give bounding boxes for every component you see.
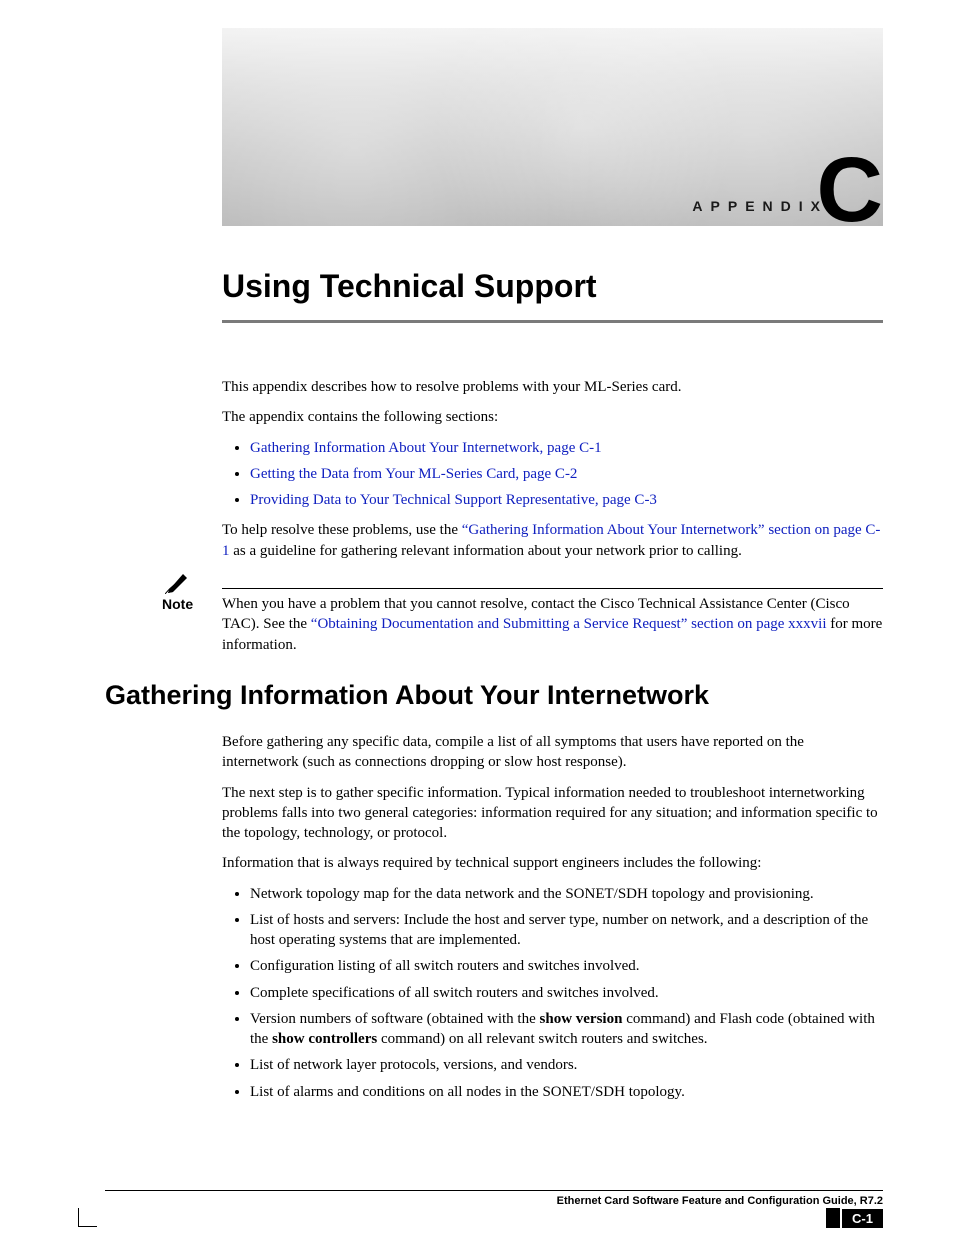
- info-list: Network topology map for the data networ…: [222, 884, 883, 1102]
- note-rule: [222, 588, 883, 589]
- list-item: Configuration listing of all switch rout…: [250, 956, 883, 976]
- list-item: Network topology map for the data networ…: [250, 884, 883, 904]
- crop-mark-icon: [78, 1208, 97, 1227]
- appendix-label: APPENDIX: [692, 198, 828, 214]
- section-body: Before gathering any specific data, comp…: [222, 732, 883, 1112]
- footer-rule: [105, 1190, 883, 1191]
- list-item-post: command) on all relevant switch routers …: [377, 1031, 707, 1047]
- chapter-title: Using Technical Support: [222, 268, 597, 305]
- intro-block: This appendix describes how to resolve p…: [222, 377, 883, 571]
- page: APPENDIX C Using Technical Support This …: [0, 0, 954, 1235]
- appendix-letter: C: [817, 144, 883, 226]
- toc-item[interactable]: Providing Data to Your Technical Support…: [250, 490, 883, 510]
- list-item: List of hosts and servers: Include the h…: [250, 910, 883, 951]
- title-rule: [222, 320, 883, 323]
- note-label: Note: [160, 596, 216, 612]
- toc-link[interactable]: Gathering Information About Your Interne…: [250, 440, 602, 456]
- intro-para-3-pre: To help resolve these problems, use the: [222, 522, 462, 538]
- list-item-pre: Version numbers of software (obtained wi…: [250, 1011, 540, 1027]
- list-item: List of network layer protocols, version…: [250, 1055, 883, 1075]
- intro-para-2: The appendix contains the following sect…: [222, 407, 883, 427]
- toc-link[interactable]: Providing Data to Your Technical Support…: [250, 492, 657, 508]
- toc-item[interactable]: Getting the Data from Your ML-Series Car…: [250, 464, 883, 484]
- note-body: When you have a problem that you cannot …: [222, 594, 883, 655]
- footer-page-box: C-1: [826, 1208, 883, 1228]
- section-para-2: The next step is to gather specific info…: [222, 783, 883, 844]
- list-item: Version numbers of software (obtained wi…: [250, 1009, 883, 1050]
- toc-item[interactable]: Gathering Information About Your Interne…: [250, 438, 883, 458]
- toc-link[interactable]: Getting the Data from Your ML-Series Car…: [250, 466, 577, 482]
- footer-black-block: [826, 1208, 840, 1228]
- command-bold: show controllers: [272, 1031, 377, 1047]
- intro-para-1: This appendix describes how to resolve p…: [222, 377, 883, 397]
- page-footer: Ethernet Card Software Feature and Confi…: [105, 1190, 883, 1207]
- appendix-banner-image: APPENDIX C: [222, 28, 883, 226]
- intro-para-3: To help resolve these problems, use the …: [222, 520, 883, 561]
- section-heading: Gathering Information About Your Interne…: [105, 680, 709, 711]
- command-bold: show version: [540, 1011, 623, 1027]
- list-item: List of alarms and conditions on all nod…: [250, 1082, 883, 1102]
- footer-doc-title: Ethernet Card Software Feature and Confi…: [105, 1195, 883, 1207]
- intro-para-3-post: as a guideline for gathering relevant in…: [230, 543, 742, 559]
- section-para-1: Before gathering any specific data, comp…: [222, 732, 883, 773]
- list-item: Complete specifications of all switch ro…: [250, 983, 883, 1003]
- pen-icon: [160, 568, 200, 599]
- toc-list: Gathering Information About Your Interne…: [222, 438, 883, 511]
- section-para-3: Information that is always required by t…: [222, 853, 883, 873]
- footer-page-number: C-1: [842, 1209, 883, 1228]
- note-text-link[interactable]: “Obtaining Documentation and Submitting …: [311, 616, 827, 632]
